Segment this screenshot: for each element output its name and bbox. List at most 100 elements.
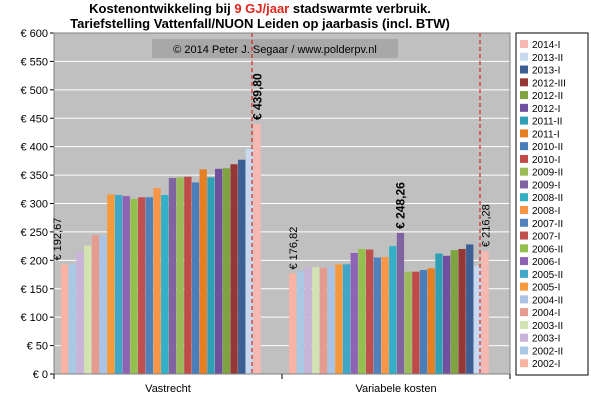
legend-label: 2008-I (532, 206, 560, 217)
legend (515, 32, 589, 376)
bar (176, 177, 184, 374)
legend-swatch (520, 320, 528, 329)
bar (253, 124, 261, 374)
legend-swatch (520, 308, 528, 317)
legend-label: 2011-I (532, 129, 560, 140)
x-tick-label: Vastrecht (145, 383, 191, 395)
legend-swatch (520, 91, 528, 100)
legend-swatch (520, 78, 528, 87)
legend-swatch (520, 52, 528, 61)
y-tick-label: € 200 (20, 255, 48, 267)
legend-swatch (520, 269, 528, 278)
copyright-box (152, 39, 398, 58)
y-tick-label: € 450 (20, 113, 48, 125)
legend-swatch (520, 116, 528, 125)
bar (114, 194, 123, 374)
legend-label: 2013-II (532, 53, 563, 64)
bar (199, 169, 207, 374)
legend-label: 2007-I (532, 232, 560, 243)
legend-swatch (520, 295, 528, 304)
legend-swatch (520, 282, 528, 291)
bar (443, 255, 451, 374)
bar (481, 251, 489, 374)
title-line-1-pre: Kostenontwikkeling bij (89, 1, 235, 16)
bar (207, 177, 215, 374)
legend-label: 2006-I (532, 257, 560, 268)
bar (168, 177, 177, 374)
title-line-1-post: stadswarmte verbruik. (289, 1, 431, 16)
bar (404, 271, 412, 374)
bar (373, 257, 381, 374)
y-tick-label: € 50 (27, 341, 48, 353)
bar (84, 245, 92, 374)
legend-swatch (520, 333, 528, 342)
legend-swatch (520, 257, 528, 266)
legend-swatch (520, 180, 528, 189)
legend-swatch (520, 142, 528, 151)
bar (466, 244, 474, 374)
bar (366, 249, 374, 374)
bar (289, 273, 297, 374)
legend-label: 2004-I (532, 308, 560, 319)
bar (76, 252, 84, 374)
bar (396, 232, 405, 374)
legend-label: 2003-I (532, 334, 560, 345)
bar (335, 264, 343, 374)
chart-title: Kostenontwikkeling bij 9 GJ/jaar stadswa… (0, 1, 520, 31)
legend-swatch (520, 244, 528, 253)
bar (138, 197, 146, 374)
legend-label: 2013-I (532, 66, 560, 77)
y-tick-label: € 150 (20, 284, 48, 296)
bar (389, 246, 397, 374)
title-line-1: Kostenontwikkeling bij 9 GJ/jaar stadswa… (0, 1, 520, 16)
y-tick-label: € 400 (20, 142, 48, 154)
bar (381, 256, 389, 374)
bar (412, 271, 420, 374)
bar (230, 164, 238, 374)
bar (342, 264, 351, 374)
y-tick-label: € 600 (20, 28, 48, 40)
legend-label: 2004-II (532, 295, 563, 306)
bar (350, 252, 358, 374)
legend-label: 2005-II (532, 270, 563, 281)
bar (161, 194, 169, 374)
y-tick-label: € 100 (20, 312, 48, 324)
data-label: € 192,67 (52, 218, 64, 261)
bar (107, 194, 115, 374)
legend-label: 2011-II (532, 117, 562, 128)
bar (61, 264, 69, 374)
legend-label: 2002-I (532, 359, 560, 370)
bar (327, 267, 335, 374)
legend-swatch (520, 359, 528, 368)
bar (91, 235, 100, 374)
legend-label: 2014-I (532, 40, 560, 51)
bar (304, 267, 312, 374)
legend-label: 2009-I (532, 180, 560, 191)
legend-label: 2010-II (532, 142, 563, 153)
legend-swatch (520, 206, 528, 214)
y-tick-label: € 250 (20, 227, 48, 239)
legend-label: 2008-II (532, 193, 563, 204)
bar (145, 197, 153, 374)
bar (319, 267, 328, 374)
legend-label: 2003-II (532, 321, 563, 332)
y-tick-label: € 300 (20, 199, 48, 211)
bar (122, 196, 130, 374)
legend-label: 2010-I (532, 155, 560, 166)
y-tick-label: € 0 (33, 369, 48, 381)
data-label: € 248,26 (394, 182, 408, 229)
legend-swatch (520, 218, 528, 227)
legend-swatch (520, 40, 528, 48)
legend-label: 2002-II (532, 346, 563, 357)
y-tick-label: € 500 (20, 85, 48, 97)
bar (191, 182, 200, 374)
data-label: € 439,80 (250, 73, 264, 120)
legend-label: 2006-II (532, 244, 563, 255)
y-tick-label: € 350 (20, 170, 48, 182)
bar (435, 253, 443, 374)
copyright-text: © 2014 Peter J. Segaar / www.polderpv.nl (173, 44, 377, 56)
legend-swatch (520, 129, 528, 138)
legend-swatch (520, 103, 528, 112)
data-label: € 176,82 (288, 227, 300, 270)
legend-label: 2012-III (532, 78, 566, 89)
